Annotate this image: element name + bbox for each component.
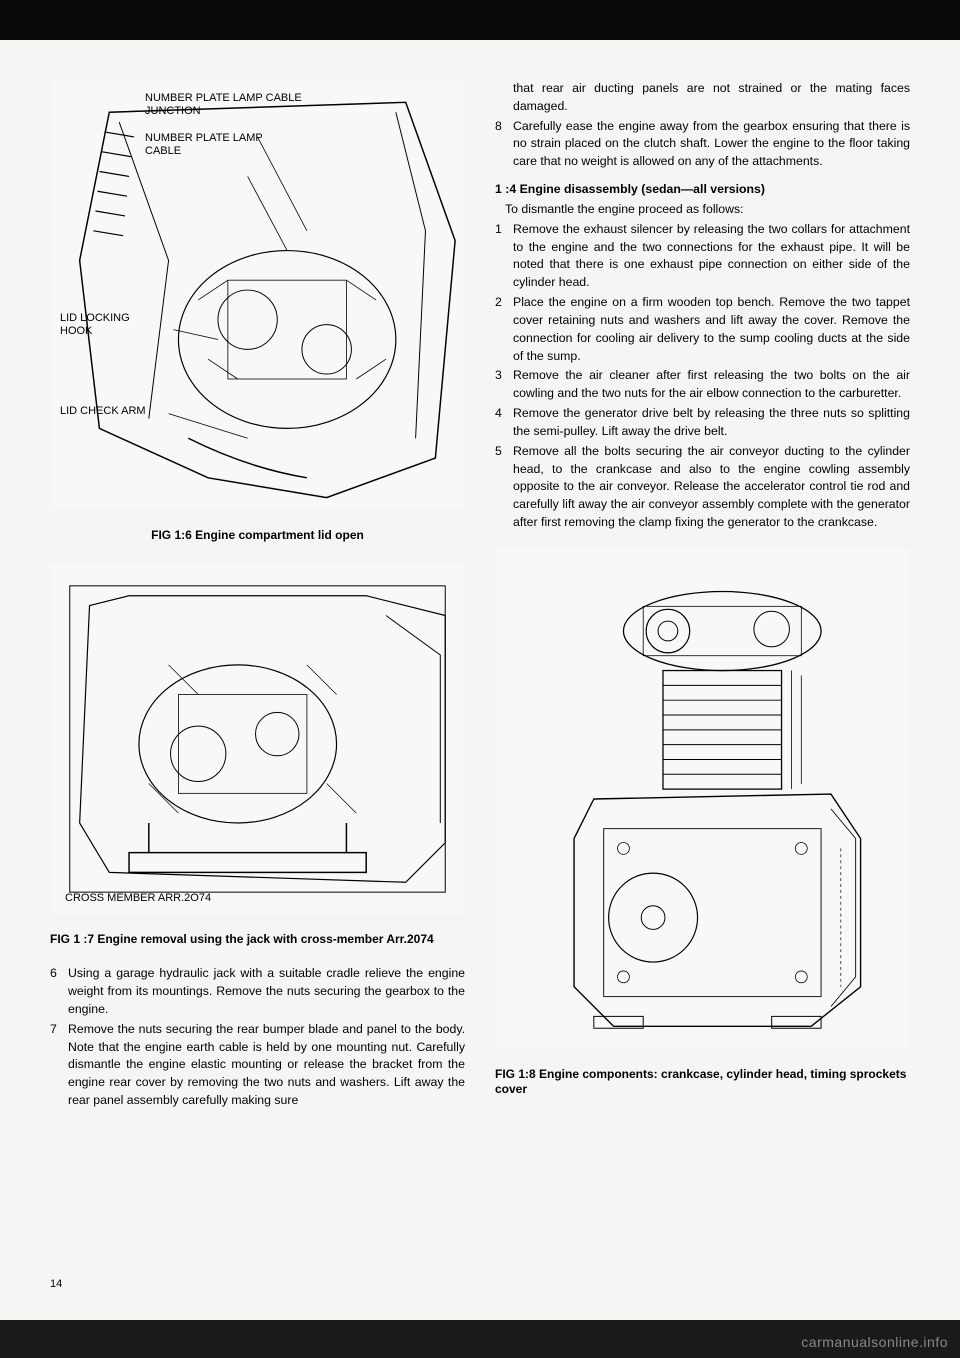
list-item: 5 Remove all the bolts securing the air … [495,443,910,532]
item-text: Remove all the bolts securing the air co… [513,443,910,532]
left-body-text: 6 Using a garage hydraulic jack with a s… [50,965,465,1112]
list-item: 2 Place the engine on a firm wooden top … [495,294,910,365]
fig-1-8-caption: FIG 1:8 Engine components: crankcase, cy… [495,1067,910,1098]
manual-page: NUMBER PLATE LAMP CABLE JUNCTION NUMBER … [0,40,960,1320]
watermark: carmanualsonline.info [801,1334,948,1350]
item-text: Carefully ease the engine away from the … [513,118,910,171]
engine-removal-illustration [50,564,465,914]
fig-label-crossmember: CROSS MEMBER ARR.2O74 [65,892,211,905]
item-text: Using a garage hydraulic jack with a sui… [68,965,465,1018]
section-intro: To dismantle the engine proceed as follo… [495,201,910,219]
list-item: 6 Using a garage hydraulic jack with a s… [50,965,465,1018]
item-number: 8 [495,118,513,171]
list-item: 8 Carefully ease the engine away from th… [495,118,910,171]
figure-1-6: NUMBER PLATE LAMP CABLE JUNCTION NUMBER … [50,80,465,510]
fig-label-lid-hook: LID LOCKING HOOK [60,312,160,338]
fig-label-lid-arm: LID CHECK ARM [60,405,180,418]
section-heading: 1 :4 Engine disassembly (sedan—all versi… [495,181,910,199]
item-number: 1 [495,221,513,292]
continuation-text: that rear air ducting panels are not str… [495,80,910,116]
item-number: 3 [495,367,513,403]
top-bar [0,0,960,40]
engine-components-illustration [495,549,910,1049]
fig-label-plate-junction: NUMBER PLATE LAMP CABLE JUNCTION [145,92,325,118]
list-item: 7 Remove the nuts securing the rear bump… [50,1021,465,1110]
page-number: 14 [50,1278,62,1290]
item-text: Remove the air cleaner after first relea… [513,367,910,403]
item-number: 2 [495,294,513,365]
right-column: that rear air ducting panels are not str… [495,80,910,1290]
figure-1-8 [495,549,910,1049]
left-column: NUMBER PLATE LAMP CABLE JUNCTION NUMBER … [50,80,465,1290]
item-number: 7 [50,1021,68,1110]
item-text: Remove the exhaust silencer by releasing… [513,221,910,292]
figure-1-7: CROSS MEMBER ARR.2O74 [50,564,465,914]
item-number: 6 [50,965,68,1018]
fig-1-7-caption: FIG 1 :7 Engine removal using the jack w… [50,932,465,948]
fig-label-plate-cable: NUMBER PLATE LAMP CABLE [145,132,285,158]
item-text: Place the engine on a firm wooden top be… [513,294,910,365]
item-number: 5 [495,443,513,532]
right-body-text: that rear air ducting panels are not str… [495,80,910,534]
fig-1-6-caption: FIG 1:6 Engine compartment lid open [50,528,465,544]
item-text: Remove the nuts securing the rear bumper… [68,1021,465,1110]
list-item: 3 Remove the air cleaner after first rel… [495,367,910,403]
item-text: Remove the generator drive belt by relea… [513,405,910,441]
list-item: 4 Remove the generator drive belt by rel… [495,405,910,441]
list-item: 1 Remove the exhaust silencer by releasi… [495,221,910,292]
item-number: 4 [495,405,513,441]
